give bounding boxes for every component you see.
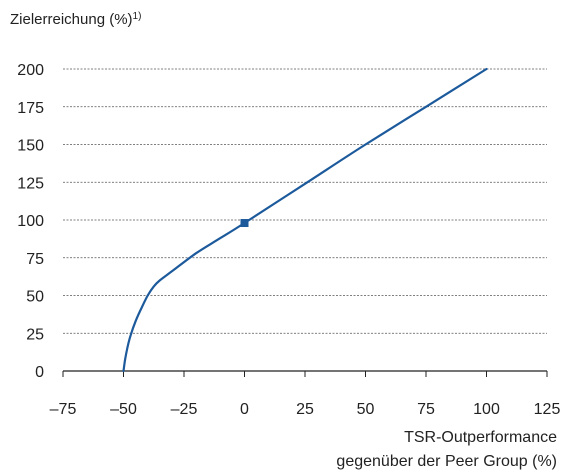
x-tick-label: 125 <box>534 401 561 418</box>
x-axis-label-line2: gegenüber der Peer Group (%) <box>336 453 557 470</box>
y-tick-label: 150 <box>17 138 44 155</box>
y-tick-label: 25 <box>26 326 44 343</box>
x-axis-label-line1: TSR-Outperformance <box>404 429 557 446</box>
y-axis-ticks: 0 25 50 75 100 125 150 175 200 <box>17 62 44 381</box>
y-tick-label: 0 <box>35 364 44 381</box>
y-tick-label: 50 <box>26 289 44 306</box>
grid <box>63 68 547 334</box>
x-tick-label: –75 <box>50 401 77 418</box>
chart-title-footnote: 1) <box>133 11 142 22</box>
y-tick-label: 200 <box>17 62 44 79</box>
chart-title: Zielerreichung (%)1) <box>10 11 141 28</box>
x-tick-label: –50 <box>110 401 137 418</box>
x-tick-label: 0 <box>240 401 249 418</box>
x-tick-label: 75 <box>417 401 435 418</box>
series-group <box>122 67 488 373</box>
x-tick-label: 25 <box>296 401 314 418</box>
data-point-marker <box>240 219 249 228</box>
y-tick-label: 175 <box>17 100 44 117</box>
y-tick-label: 75 <box>26 251 44 268</box>
y-tick-label: 125 <box>17 175 44 192</box>
x-tick-label: 50 <box>357 401 375 418</box>
series-line <box>122 67 488 373</box>
x-tick-label: 100 <box>473 401 500 418</box>
y-tick-label: 100 <box>17 213 44 230</box>
x-axis-ticks: –75 –50 –25 0 25 50 75 100 125 <box>50 371 561 418</box>
chart-title-text: Zielerreichung (%) <box>10 11 133 28</box>
x-tick-label: –25 <box>171 401 198 418</box>
